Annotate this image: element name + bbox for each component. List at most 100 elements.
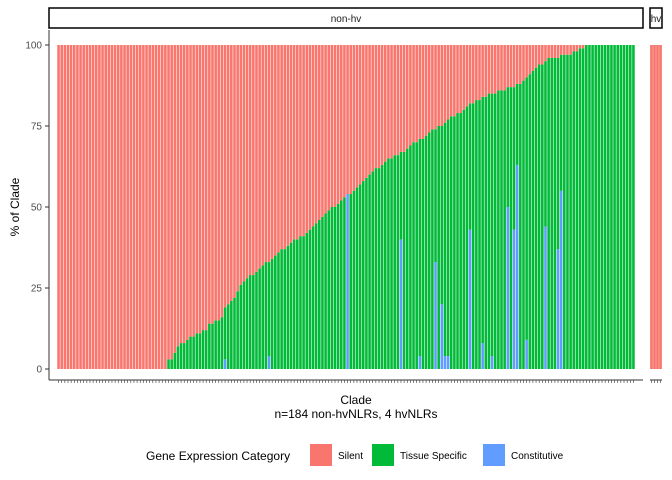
bar-segment-tissue-specific xyxy=(223,307,227,360)
bar-non-hv-70 xyxy=(274,45,277,369)
bar-non-hv-181 xyxy=(622,45,626,369)
bar-non-hv-42 xyxy=(186,45,189,369)
bar-segment-tissue-specific xyxy=(594,45,598,369)
bar-segment-silent xyxy=(531,45,535,71)
bar-segment-silent xyxy=(318,45,321,220)
bar-segment-silent xyxy=(98,45,101,369)
bar-non-hv-128 xyxy=(456,45,459,369)
bar-segment-tissue-specific xyxy=(503,90,506,370)
bar-non-hv-173 xyxy=(597,45,601,369)
bar-non-hv-109 xyxy=(396,45,400,369)
bar-segment-tissue-specific xyxy=(497,90,500,370)
bar-segment-silent xyxy=(252,45,255,276)
bar-segment-tissue-specific xyxy=(252,275,255,369)
bar-segment-tissue-specific xyxy=(566,54,569,369)
bar-segment-silent xyxy=(509,45,513,88)
bar-segment-tissue-specific xyxy=(261,265,265,369)
bar-segment-constitutive xyxy=(481,343,484,369)
bar-non-hv-149 xyxy=(522,45,525,369)
bar-segment-silent xyxy=(72,45,76,369)
bar-segment-silent xyxy=(459,45,462,114)
bar-non-hv-30 xyxy=(148,45,151,369)
bar-non-hv-14 xyxy=(98,45,101,369)
bar-segment-tissue-specific xyxy=(270,258,274,369)
bar-non-hv-168 xyxy=(581,45,585,370)
bar-non-hv-12 xyxy=(91,45,95,369)
bar-segment-silent xyxy=(258,45,261,269)
bar-segment-tissue-specific xyxy=(550,57,554,370)
bar-non-hv-103 xyxy=(377,45,381,369)
bar-non-hv-153 xyxy=(534,45,538,370)
bar-segment-tissue-specific xyxy=(189,336,192,369)
bar-segment-silent xyxy=(368,45,371,175)
bar-segment-tissue-specific xyxy=(286,245,290,369)
bar-segment-silent xyxy=(280,45,283,250)
bar-segment-silent xyxy=(126,45,129,369)
bar-segment-tissue-specific xyxy=(603,45,607,369)
bar-segment-silent xyxy=(572,45,576,52)
bar-non-hv-34 xyxy=(160,45,164,369)
bar-segment-tissue-specific xyxy=(167,359,170,369)
bar-non-hv-92 xyxy=(343,45,346,369)
bar-segment-silent xyxy=(302,45,305,237)
bar-segment-tissue-specific xyxy=(330,207,334,369)
bar-segment-silent xyxy=(525,45,528,78)
bar-segment-silent xyxy=(189,45,192,337)
legend-label-constitutive: Constitutive xyxy=(511,451,564,462)
bar-segment-silent xyxy=(324,45,327,214)
bar-segment-tissue-specific xyxy=(311,226,315,369)
bar-segment-silent xyxy=(556,45,560,58)
bar-segment-constitutive xyxy=(446,356,450,369)
bar-segment-tissue-specific xyxy=(355,187,359,369)
bar-segment-silent xyxy=(427,45,431,133)
bar-segment-tissue-specific xyxy=(421,138,425,369)
bar-segment-tissue-specific xyxy=(365,177,368,369)
bar-segment-silent xyxy=(208,45,211,324)
bar-segment-tissue-specific xyxy=(629,45,632,369)
bar-segment-silent xyxy=(138,45,142,369)
bar-non-hv-80 xyxy=(305,45,309,369)
bar-hv-1 xyxy=(650,45,653,369)
bar-segment-tissue-specific xyxy=(343,197,346,369)
bar-non-hv-67 xyxy=(264,45,268,369)
bar-segment-silent xyxy=(170,45,173,360)
bar-segment-tissue-specific xyxy=(236,291,239,369)
bar-segment-silent xyxy=(361,45,365,182)
bar-segment-tissue-specific xyxy=(462,109,466,370)
bar-segment-silent xyxy=(390,45,393,159)
bar-segment-silent xyxy=(305,45,309,233)
bar-segment-silent xyxy=(424,45,428,136)
bar-segment-tissue-specific xyxy=(446,119,450,357)
bar-segment-tissue-specific xyxy=(616,45,620,369)
bar-segment-tissue-specific xyxy=(396,155,400,369)
bar-non-hv-50 xyxy=(211,45,214,369)
bar-segment-tissue-specific xyxy=(415,142,418,369)
bar-segment-silent xyxy=(91,45,95,369)
bar-non-hv-81 xyxy=(308,45,312,369)
bar-non-hv-175 xyxy=(603,45,607,369)
bar-segment-tissue-specific xyxy=(283,249,287,369)
bar-segment-constitutive xyxy=(223,359,227,369)
bar-segment-silent xyxy=(569,45,572,55)
bar-segment-silent xyxy=(393,45,396,156)
facet-strip-label-hv: hv xyxy=(651,14,662,25)
bar-non-hv-182 xyxy=(625,45,629,369)
bar-segment-tissue-specific xyxy=(393,155,396,369)
bar-segment-silent xyxy=(340,45,343,201)
bar-non-hv-21 xyxy=(120,45,123,369)
bar-segment-tissue-specific xyxy=(368,174,371,369)
bar-non-hv-77 xyxy=(296,45,299,369)
bar-segment-silent xyxy=(443,45,447,123)
bar-segment-tissue-specific xyxy=(349,194,352,369)
bar-non-hv-106 xyxy=(387,45,390,369)
bar-segment-silent xyxy=(217,45,221,321)
bar-non-hv-101 xyxy=(371,45,374,369)
y-tick-label-100: 100 xyxy=(25,41,42,52)
bar-non-hv-85 xyxy=(321,45,324,369)
legend-swatch-silent xyxy=(310,444,332,466)
bar-segment-silent xyxy=(396,45,400,156)
bar-segment-tissue-specific xyxy=(431,129,434,369)
bar-segment-tissue-specific xyxy=(264,262,268,369)
bar-segment-silent xyxy=(418,45,422,139)
bar-non-hv-163 xyxy=(566,45,569,369)
